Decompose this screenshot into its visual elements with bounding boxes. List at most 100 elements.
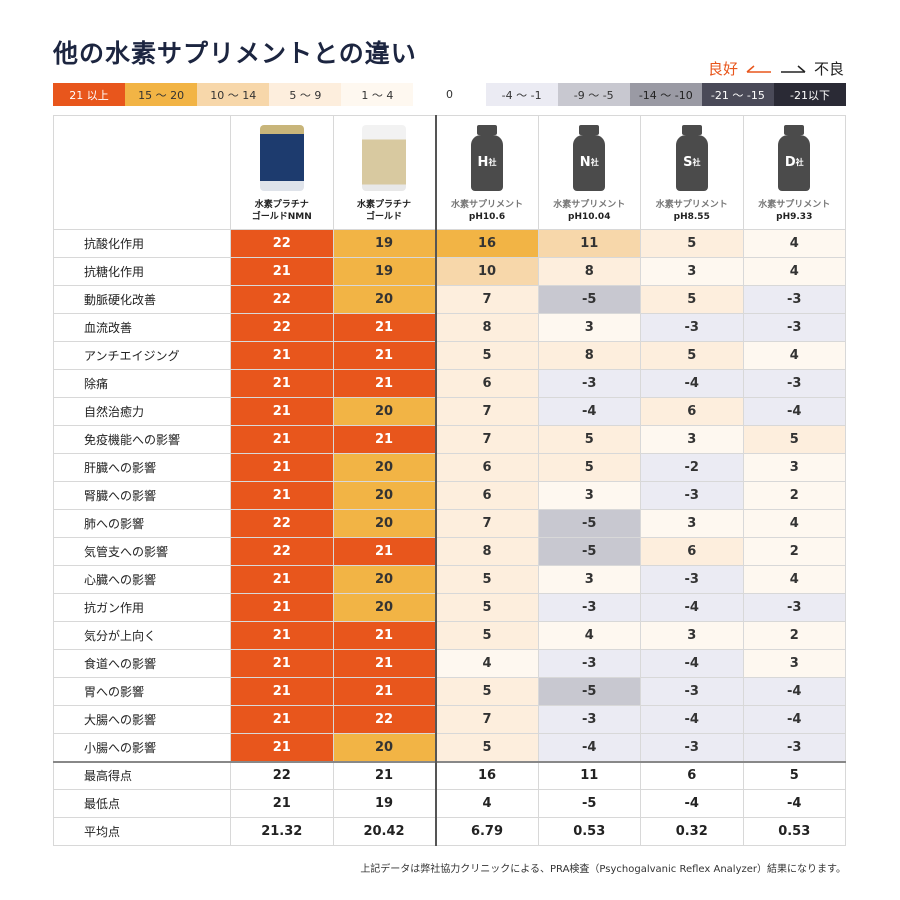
bottle-cap <box>784 124 805 135</box>
row-label: 小腸への影響 <box>53 733 231 762</box>
product-name: 水素サプリメント <box>553 199 626 210</box>
summary-cell: 0.32 <box>640 817 744 846</box>
heatmap-cell: 8 <box>434 537 539 566</box>
heatmap-cell: 20 <box>332 593 436 622</box>
comparison-table: 水素プラチナ ゴールドNMN 水素プラチナ ゴールド H 社水素サプリメント pH10.6 N… <box>53 115 846 846</box>
heatmap-cell: 6 <box>640 537 744 566</box>
heatmap-cell: -4 <box>742 397 846 426</box>
summary-label: 最高得点 <box>53 760 231 790</box>
summary-cell: 0.53 <box>742 817 846 846</box>
heatmap-cell: 7 <box>434 509 539 538</box>
table-row: 動脈硬化改善 22 20 7 -5 5 -3 <box>53 285 846 314</box>
bottle-cap <box>681 124 702 135</box>
heatmap-cell: -4 <box>537 397 641 426</box>
heatmap-cell: 21 <box>230 397 334 426</box>
summary-cell: 6 <box>640 760 744 790</box>
corner-cell <box>53 115 231 230</box>
product-image <box>362 124 406 191</box>
table-row: 小腸への影響 21 20 5 -4 -3 -3 <box>53 733 846 762</box>
heatmap-cell: 21 <box>332 649 436 678</box>
heatmap-cell: 5 <box>434 593 539 622</box>
row-label: 胃への影響 <box>53 677 231 706</box>
heatmap-cell: -5 <box>537 677 641 706</box>
heatmap-cell: 20 <box>332 509 436 538</box>
column-header: 水素プラチナ ゴールド <box>332 115 436 230</box>
row-label: 除痛 <box>53 369 231 398</box>
heatmap-cell: 22 <box>230 229 334 258</box>
summary-cell: 19 <box>332 789 436 818</box>
heatmap-cell: 3 <box>537 565 641 594</box>
legend-item: -21 〜 -15 <box>701 83 774 106</box>
heatmap-cell: 5 <box>640 285 744 314</box>
column-header: N 社水素サプリメント pH10.04 <box>537 115 641 230</box>
heatmap-cell: 3 <box>742 649 846 678</box>
heatmap-cell: 22 <box>230 313 334 342</box>
heatmap-cell: 21 <box>230 677 334 706</box>
summary-cell: 21 <box>230 789 334 818</box>
company-badge: S <box>683 155 693 171</box>
heatmap-cell: 8 <box>537 341 641 370</box>
heatmap-cell: -3 <box>537 369 641 398</box>
row-label: 気分が上向く <box>53 621 231 650</box>
row-label: 腎臓への影響 <box>53 481 231 510</box>
row-label: 肝臓への影響 <box>53 453 231 482</box>
product-name-2: ゴールド <box>365 211 402 222</box>
company-suffix: 社 <box>590 158 599 168</box>
heatmap-cell: 3 <box>537 481 641 510</box>
heatmap-cell: 20 <box>332 733 436 762</box>
heatmap-cell: 16 <box>434 229 539 258</box>
good-bad-indicator: 良好 不良 <box>708 58 844 79</box>
heatmap-cell: 6 <box>434 369 539 398</box>
table-row: 抗ガン作用 21 20 5 -3 -4 -3 <box>53 593 846 622</box>
legend-item: 5 〜 9 <box>269 83 342 106</box>
heatmap-cell: 3 <box>537 313 641 342</box>
summary-row: 平均点 21.32 20.42 6.79 0.53 0.32 0.53 <box>53 817 846 846</box>
heatmap-cell: -5 <box>537 285 641 314</box>
row-label: 抗酸化作用 <box>53 229 231 258</box>
heatmap-cell: 21 <box>230 593 334 622</box>
heatmap-cell: -3 <box>640 677 744 706</box>
legend-item: -14 〜 -10 <box>629 83 702 106</box>
heatmap-cell: 21 <box>230 565 334 594</box>
summary-cell: 21 <box>332 760 436 790</box>
heatmap-cell: 22 <box>230 537 334 566</box>
company-suffix: 社 <box>692 158 701 168</box>
summary-cell: -4 <box>742 789 846 818</box>
row-label: 自然治癒力 <box>53 397 231 426</box>
summary-cell: 11 <box>537 760 641 790</box>
heatmap-cell: -3 <box>640 481 744 510</box>
heatmap-cell: 5 <box>434 565 539 594</box>
summary-row: 最低点 21 19 4 -5 -4 -4 <box>53 789 846 818</box>
heatmap-cell: 4 <box>434 649 539 678</box>
heatmap-cell: 6 <box>640 397 744 426</box>
company-suffix: 社 <box>795 158 804 168</box>
heatmap-cell: -3 <box>742 369 846 398</box>
product-name: 水素サプリメント <box>450 199 523 210</box>
heatmap-cell: 2 <box>742 621 846 650</box>
summary-cell: 22 <box>230 760 334 790</box>
product-name: 水素プラチナ <box>356 199 411 210</box>
product-ph: pH9.33 <box>776 211 813 222</box>
summary-cell: 16 <box>434 760 539 790</box>
heatmap-cell: 21 <box>230 257 334 286</box>
heatmap-cell: 6 <box>434 453 539 482</box>
column-header: H 社水素サプリメント pH10.6 <box>434 115 539 230</box>
legend-item: 21 以上 <box>53 83 126 106</box>
heatmap-cell: 11 <box>537 229 641 258</box>
row-label: 心臓への影響 <box>53 565 231 594</box>
product-ph: pH8.55 <box>673 211 710 222</box>
heatmap-cell: 4 <box>742 229 846 258</box>
heatmap-cell: 5 <box>537 425 641 454</box>
heatmap-cell: -4 <box>640 705 744 734</box>
table-row: 肺への影響 22 20 7 -5 3 4 <box>53 509 846 538</box>
heatmap-cell: 5 <box>434 621 539 650</box>
summary-cell: 6.79 <box>434 817 539 846</box>
company-badge: H <box>477 155 489 171</box>
column-header: D 社水素サプリメント pH9.33 <box>742 115 846 230</box>
heatmap-cell: -3 <box>640 565 744 594</box>
heatmap-cell: 5 <box>434 733 539 762</box>
heatmap-cell: 5 <box>742 425 846 454</box>
